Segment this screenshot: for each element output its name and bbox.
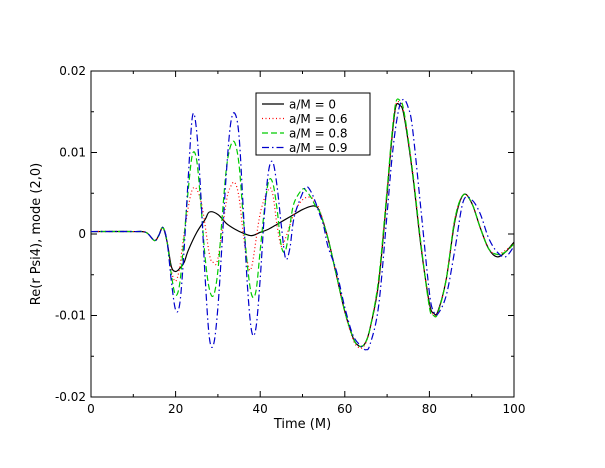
y-tick-label: -0.01 [55,309,86,323]
y-tick-label: 0 [78,227,86,241]
x-tick-label: 100 [503,402,526,416]
y-axis-label: Re(r Psi4), mode (2,0) [29,163,44,305]
x-tick-label: 60 [337,402,352,416]
x-tick-label: 40 [253,402,268,416]
x-tick-label: 80 [422,402,437,416]
legend-label-0: a/M = 0 [289,98,336,112]
y-tick-label: -0.02 [55,390,86,404]
legend: a/M = 0a/M = 0.6a/M = 0.8a/M = 0.9 [255,92,371,156]
y-tick-label: 0.01 [59,146,86,160]
legend-box [255,92,371,156]
legend-label-3: a/M = 0.9 [289,141,348,155]
series-line-2 [90,98,515,348]
axis-ticks: 0 20 40 60 80 100 -0.02 -0.01 0 0.01 0.02 [55,64,526,416]
x-axis-label: Time (M) [273,417,331,432]
series-line-3 [90,98,515,351]
legend-label-1: a/M = 0.6 [289,112,348,126]
y-tick-label: 0.02 [59,64,86,78]
series-layer [90,98,515,351]
x-tick-label: 0 [87,402,95,416]
x-tick-label: 20 [168,402,183,416]
legend-label-2: a/M = 0.8 [289,127,348,141]
